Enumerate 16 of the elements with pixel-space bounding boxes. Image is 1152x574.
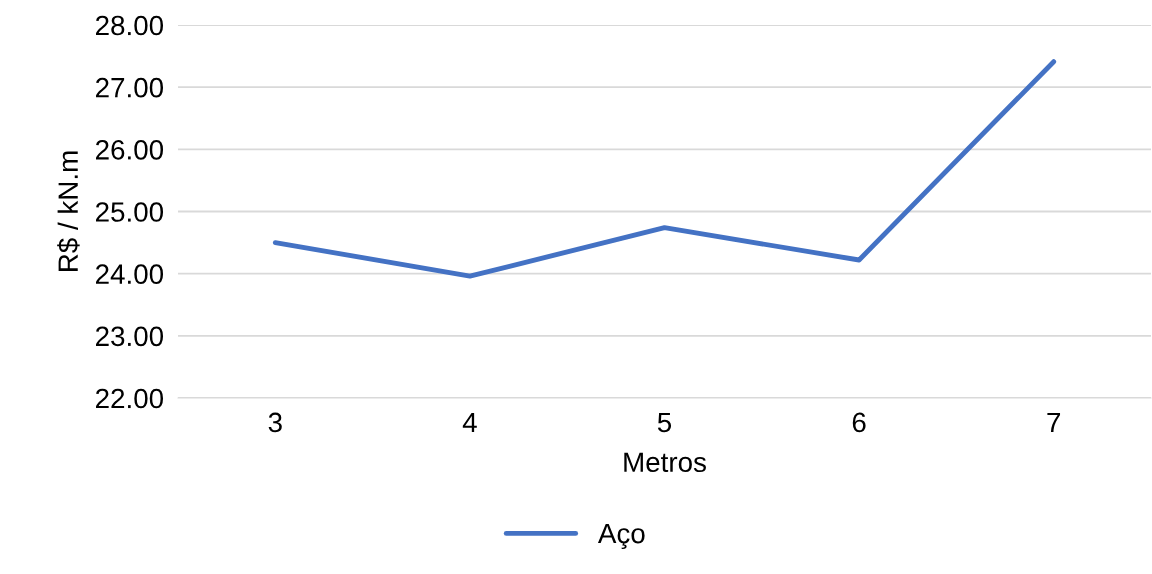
y-tick-label: 28.00 xyxy=(96,15,164,36)
legend-label: Aço xyxy=(597,524,645,549)
x-tick-label: 3 xyxy=(268,412,282,433)
y-axis-title: R$ / kN.m xyxy=(57,151,80,271)
x-tick-label: 6 xyxy=(852,412,866,433)
y-tick-label: 26.00 xyxy=(96,140,164,160)
x-tick-label: 5 xyxy=(657,412,672,433)
y-tick-label: 24.00 xyxy=(96,264,164,285)
x-axis-title: Metros xyxy=(624,452,706,473)
x-tick-label: 4 xyxy=(462,412,477,433)
y-tick-label: 22.00 xyxy=(96,388,164,409)
y-tick-label: 23.00 xyxy=(96,326,164,347)
y-tick-label: 25.00 xyxy=(96,202,164,222)
x-tick-label: 7 xyxy=(1047,412,1061,433)
line-series xyxy=(272,59,1057,279)
y-tick-label: 27.00 xyxy=(96,77,164,98)
